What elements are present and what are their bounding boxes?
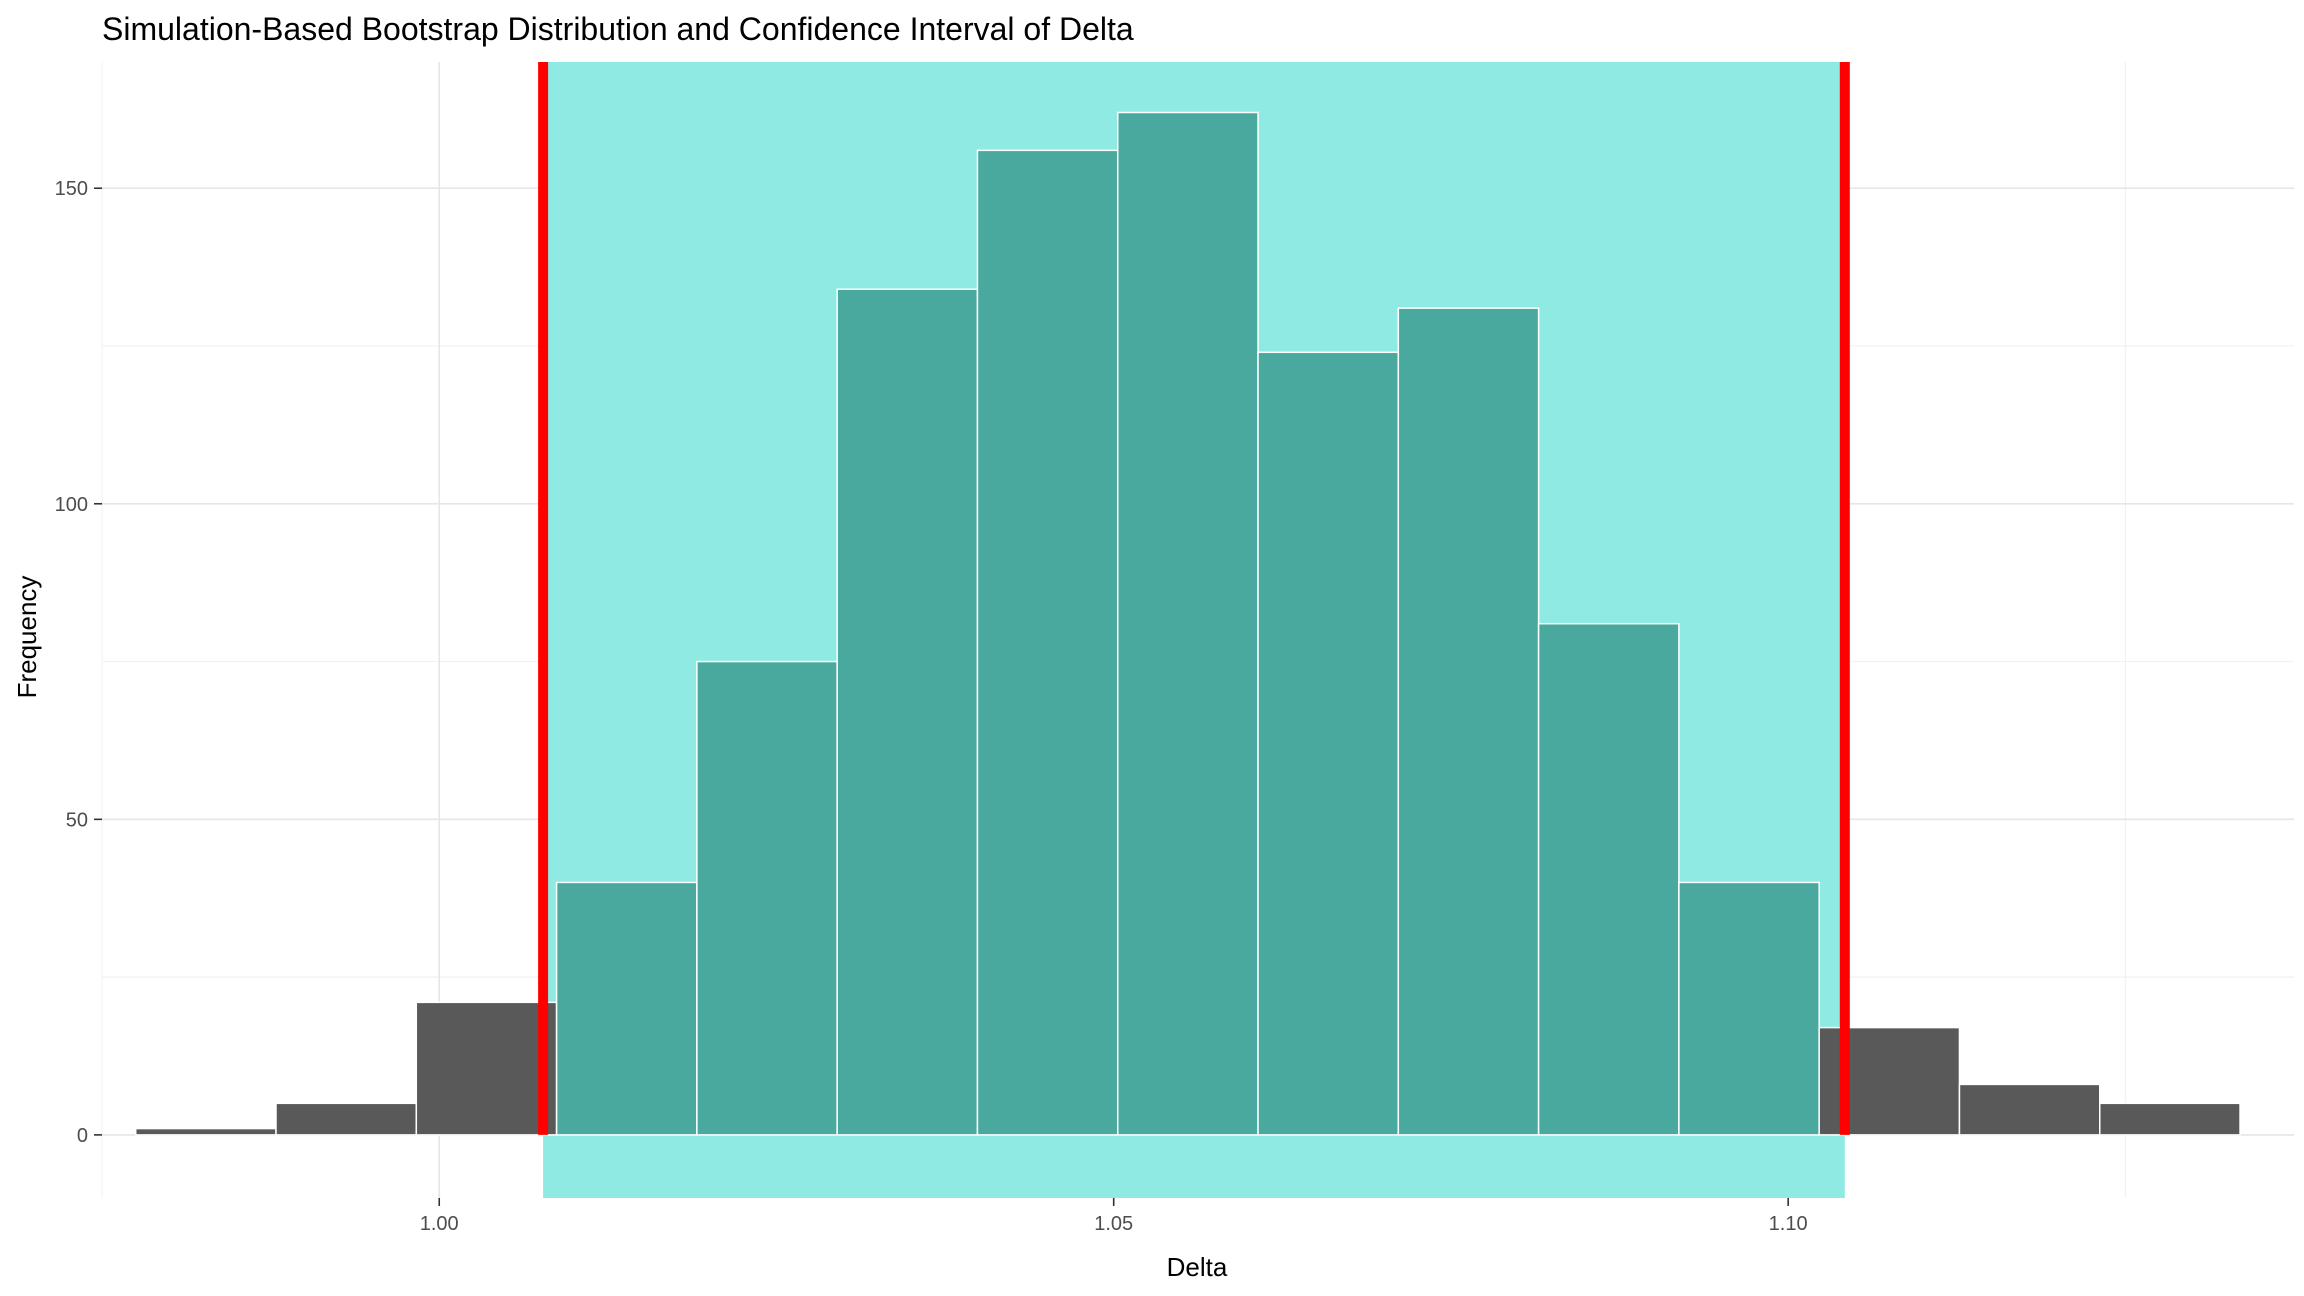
x-tick-label: 1.00 (420, 1213, 459, 1235)
y-tick-label: 50 (66, 809, 88, 831)
histogram-bar-0 (134, 1127, 277, 1136)
histogram-bar-11 (1678, 881, 1820, 1136)
y-tick-label: 150 (55, 178, 88, 200)
histogram-bar-14 (2099, 1102, 2241, 1136)
x-tick-label: 1.10 (1769, 1213, 1808, 1235)
chart-title: Simulation-Based Bootstrap Distribution … (102, 11, 1134, 47)
histogram-bar-9 (1397, 307, 1540, 1136)
x-tick-label: 1.05 (1094, 1213, 1133, 1235)
histogram-bars (134, 111, 2241, 1136)
x-axis-title: Delta (1167, 1252, 1228, 1282)
histogram-bar-6 (976, 149, 1119, 1136)
histogram-bar-2 (415, 1001, 558, 1136)
histogram-bar-13 (1958, 1083, 2101, 1136)
histogram-bar-7 (1116, 111, 1259, 1136)
histogram-bar-4 (696, 660, 838, 1136)
x-axis-ticks: 1.00 1.05 1.10 (420, 1198, 1808, 1235)
histogram-bar-5 (836, 288, 979, 1136)
confidence-interval-lines (538, 62, 1850, 1135)
histogram-bar-10 (1537, 622, 1680, 1136)
y-axis-title: Frequency (12, 576, 42, 699)
y-tick-label: 0 (77, 1125, 88, 1147)
y-tick-label: 100 (55, 494, 88, 516)
y-axis-ticks: 0 50 100 150 (55, 178, 102, 1147)
histogram-bar-1 (275, 1102, 418, 1136)
histogram-bar-8 (1257, 351, 1400, 1136)
histogram-bar-3 (555, 881, 698, 1136)
